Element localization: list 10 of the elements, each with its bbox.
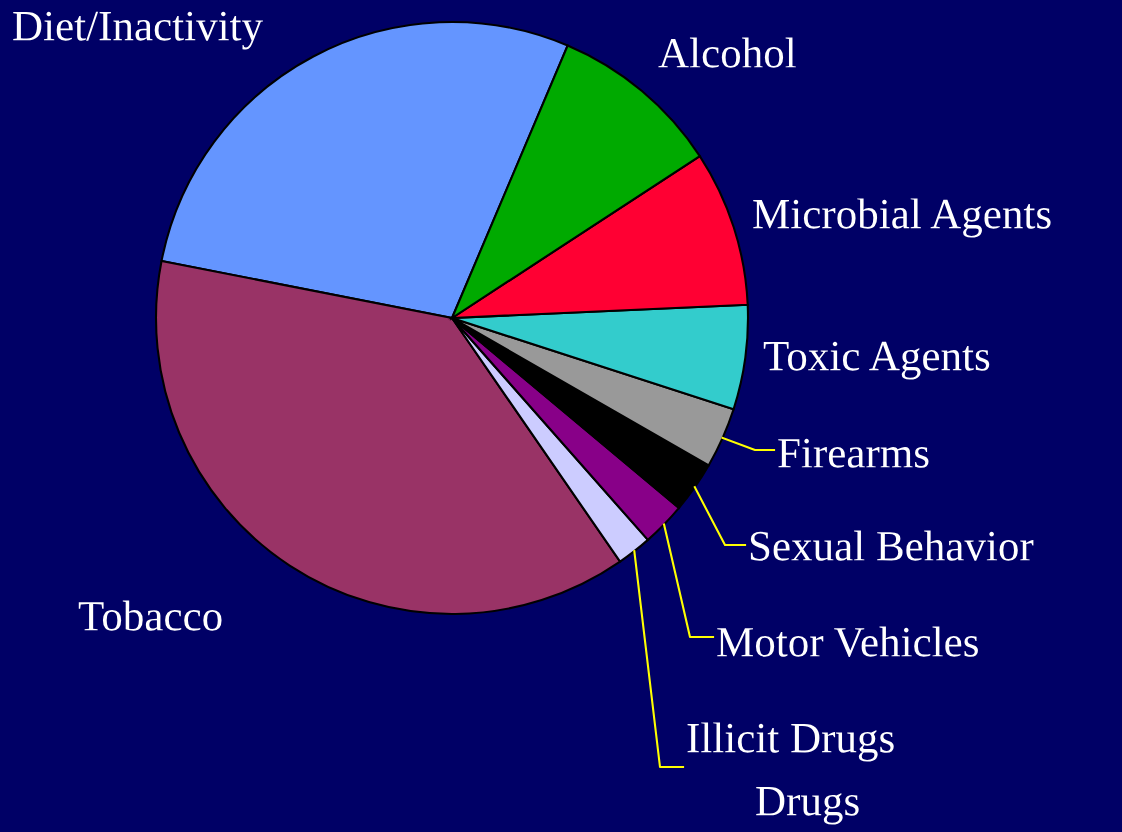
slice-label: Toxic Agents [763,341,990,380]
slice-label: Microbial Agents [753,198,1051,238]
text: Drugs [756,787,859,825]
slice-label: Alcohol [658,37,796,68]
slice-label: Motor Vehicles [717,626,978,658]
slice-label: Firearms [778,438,929,468]
slice-label: Illicit Drugs [687,722,894,762]
slice-label: Tobacco [78,600,222,631]
slice-label: Sexual Behavior [750,530,1034,561]
slice-label: Diet/Inactivity [13,11,263,50]
